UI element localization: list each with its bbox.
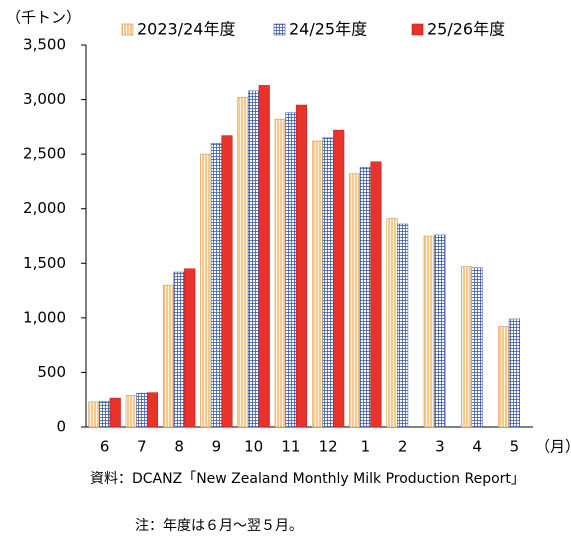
x-axis-unit: （月） (535, 438, 571, 456)
y-tick-label: 2,500 (23, 145, 66, 163)
y-tick-label: 500 (37, 363, 66, 381)
bar (237, 97, 249, 428)
legend-swatch (411, 23, 424, 36)
note: 注：年度は６月～翌５月。 (135, 518, 303, 534)
bar (295, 104, 308, 428)
bar (146, 392, 159, 428)
x-tick-label: 2 (398, 438, 408, 456)
y-axis-label: （千トン） (6, 9, 81, 27)
bar (88, 401, 100, 428)
bar (498, 326, 510, 428)
x-tick-label: 11 (281, 438, 300, 456)
bar (311, 140, 324, 428)
bar (397, 223, 409, 428)
x-tick-label: 10 (244, 438, 263, 456)
y-tick-label: 3,000 (23, 90, 66, 108)
bar (349, 173, 361, 428)
y-tick-label: 2,000 (23, 199, 66, 217)
bar (210, 142, 222, 428)
y-tick-label: 1,500 (23, 254, 66, 272)
bar (322, 137, 334, 428)
bar (136, 392, 148, 428)
x-tick-label: 5 (510, 438, 520, 456)
bar (125, 395, 137, 428)
bar (471, 267, 483, 428)
bar (333, 129, 345, 428)
x-tick-label: 6 (100, 438, 110, 456)
legend-label: 2023/24年度 (137, 20, 235, 39)
bar (258, 85, 270, 428)
x-tick-label: 7 (137, 438, 147, 456)
bar (386, 218, 398, 428)
y-tick-label: 3,500 (23, 36, 66, 54)
bar (274, 118, 286, 428)
legend-label: 24/25年度 (289, 20, 367, 39)
bar (460, 266, 473, 428)
x-tick-label: 8 (174, 438, 184, 456)
bar (221, 135, 233, 428)
bar (508, 318, 520, 428)
bar (285, 112, 297, 428)
bar (162, 284, 175, 428)
legend-label: 25/26年度 (427, 20, 505, 39)
legend-swatch (121, 23, 134, 36)
bar (184, 268, 196, 428)
bar (434, 234, 446, 428)
x-tick-label: 12 (319, 438, 338, 456)
y-tick-label: 1,000 (23, 308, 66, 326)
source: 資料：DCANZ「New Zealand Monthly Milk Produc… (90, 471, 525, 487)
bar (248, 90, 260, 428)
legend-swatch (273, 23, 286, 36)
bar (359, 166, 371, 428)
bar (173, 271, 185, 428)
bar (200, 153, 212, 428)
x-tick-label: 1 (361, 438, 371, 456)
y-tick-label: 0 (56, 418, 66, 436)
bar (370, 161, 382, 428)
bar (109, 397, 121, 428)
x-tick-label: 4 (472, 438, 482, 456)
bar (99, 401, 111, 428)
x-tick-label: 3 (435, 438, 445, 456)
x-tick-label: 9 (212, 438, 222, 456)
bar (423, 235, 435, 428)
